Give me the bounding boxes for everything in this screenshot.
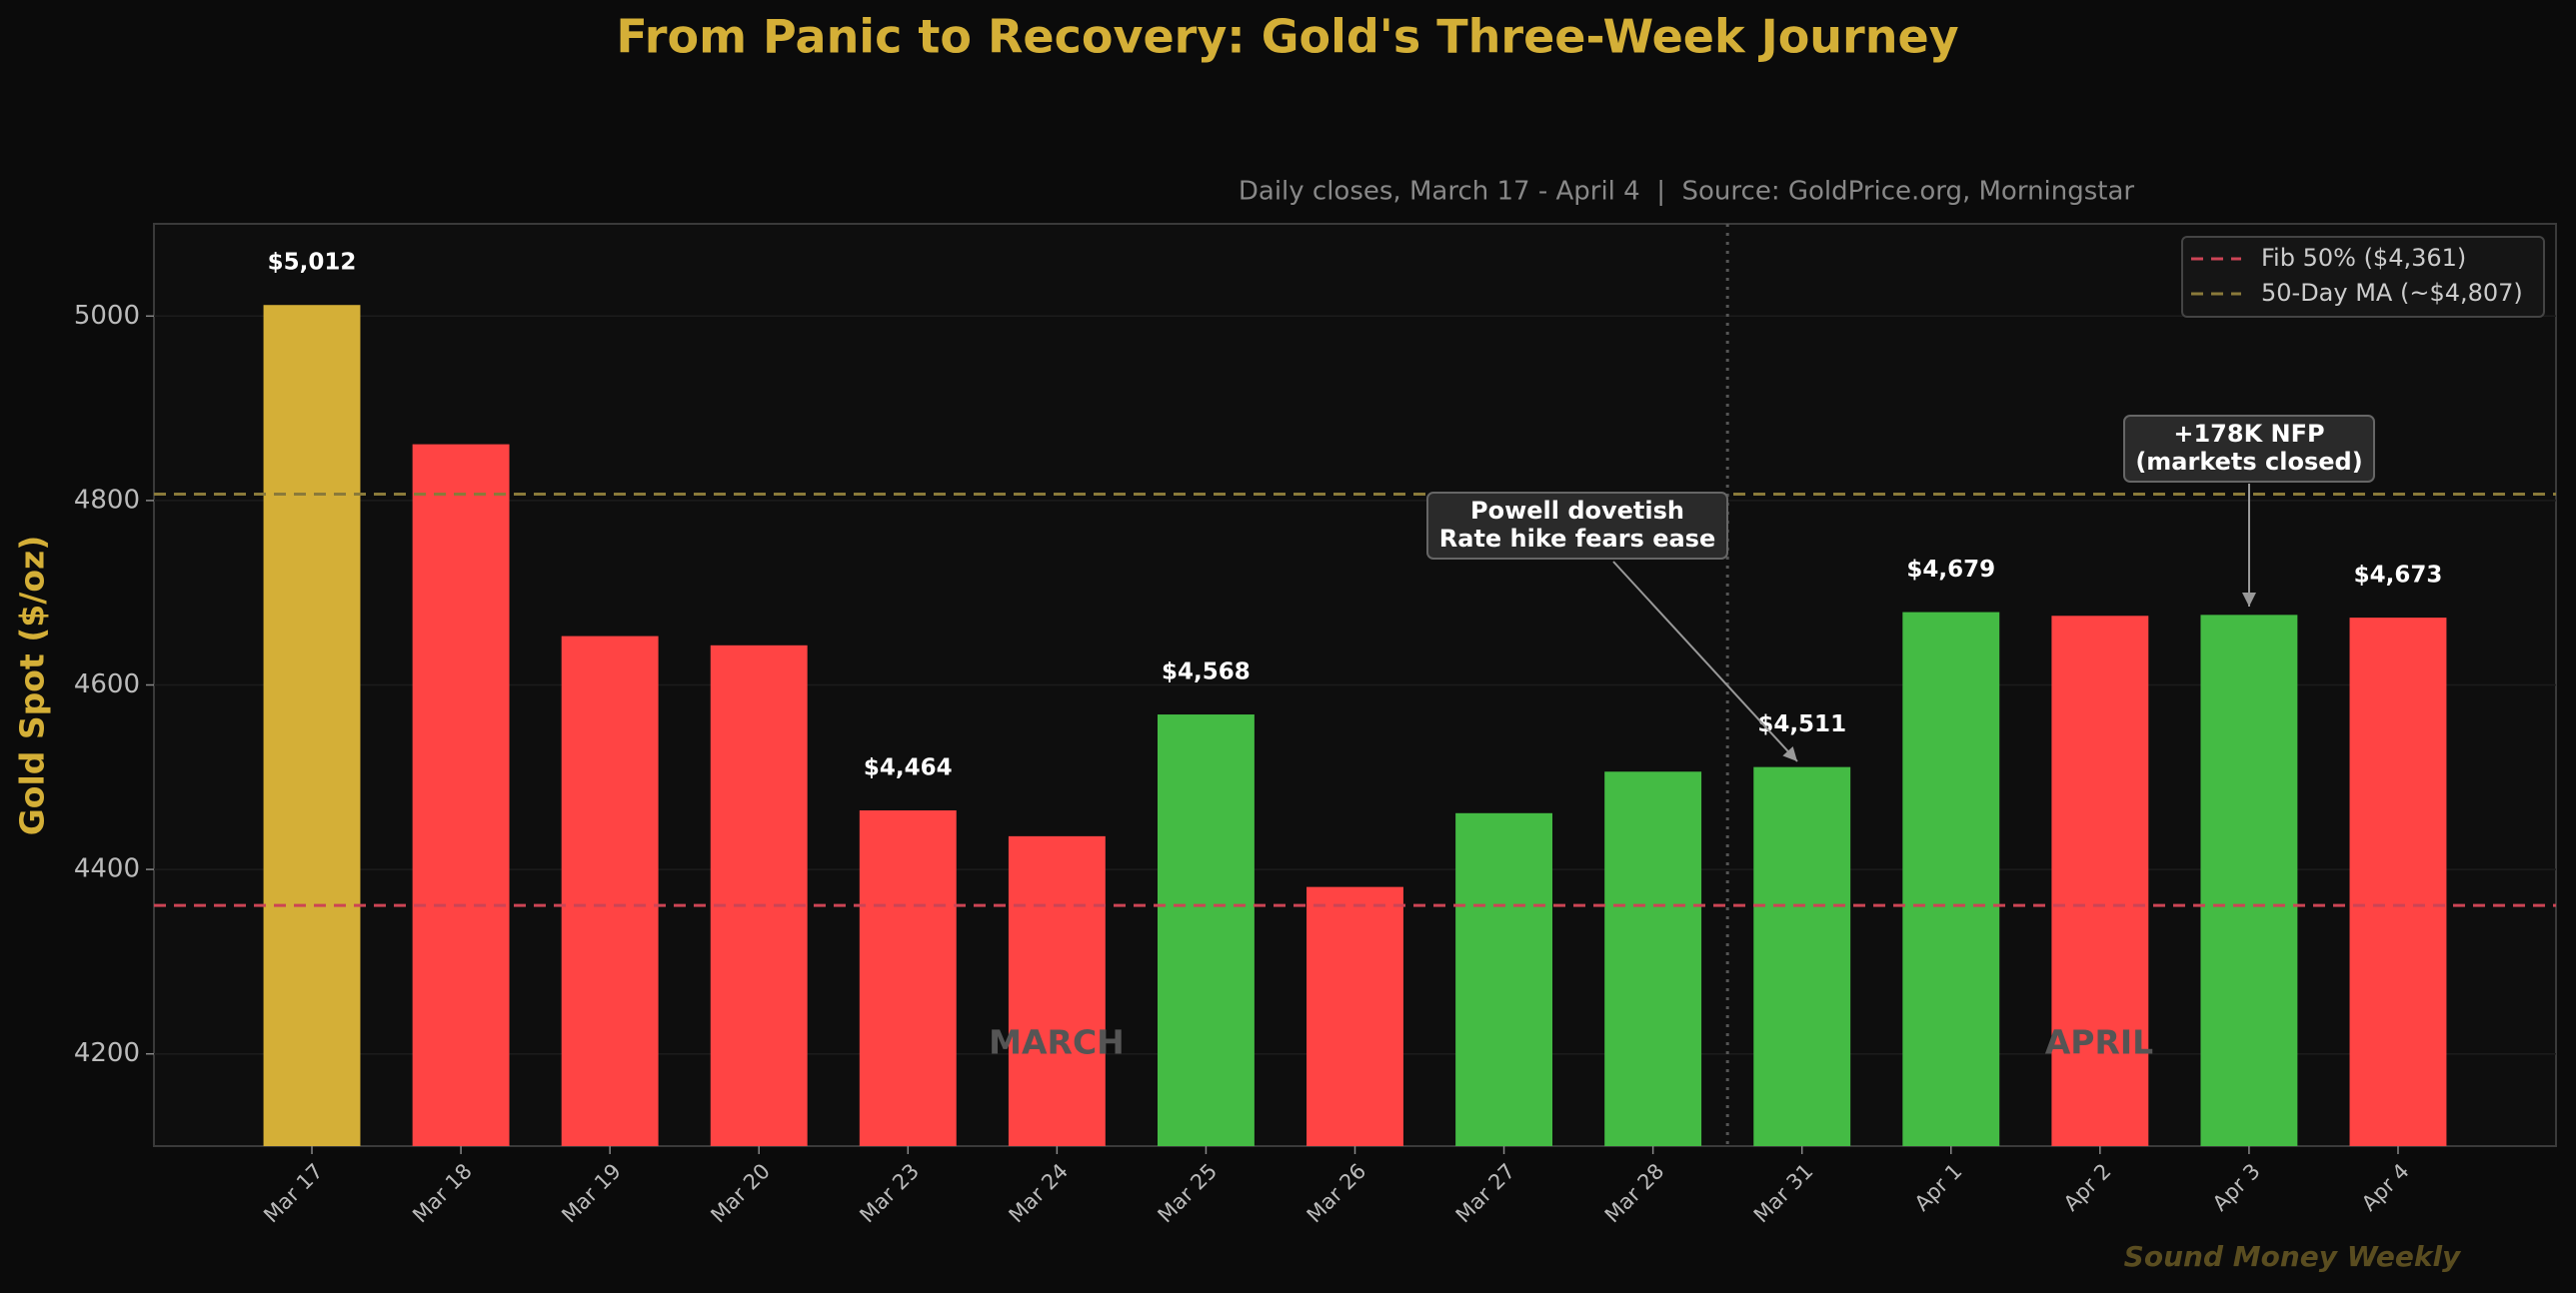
annotation-arrowhead bbox=[1782, 745, 1797, 761]
bar bbox=[859, 810, 957, 1146]
legend-label: 50-Day MA (~$4,807) bbox=[2261, 279, 2523, 307]
annotation-text: (markets closed) bbox=[2135, 448, 2362, 476]
annotation-arrow bbox=[1612, 561, 1798, 762]
annotation-arrowhead bbox=[2242, 593, 2256, 607]
value-label: $4,464 bbox=[864, 755, 953, 781]
bar bbox=[1902, 612, 2000, 1146]
y-tick-label: 4800 bbox=[74, 485, 140, 515]
period-label: APRIL bbox=[2045, 1023, 2153, 1062]
annotation-box bbox=[1426, 492, 1728, 560]
y-tick-label: 5000 bbox=[74, 301, 140, 331]
y-axis-label: Gold Spot ($/oz) bbox=[13, 536, 52, 836]
bar bbox=[1753, 766, 1851, 1146]
value-label: $4,679 bbox=[1906, 557, 1995, 583]
chart-title: From Panic to Recovery: Gold's Three-Wee… bbox=[616, 10, 1958, 64]
bar bbox=[412, 444, 510, 1146]
y-tick-label: 4200 bbox=[74, 1038, 140, 1068]
chart-subtitle: Daily closes, March 17 - April 4 | Sourc… bbox=[1239, 177, 2135, 207]
footer: Sound Money Weekly bbox=[2124, 1240, 2462, 1273]
bar bbox=[2051, 616, 2149, 1146]
y-tick-label: 4400 bbox=[74, 854, 140, 884]
legend-box bbox=[2181, 236, 2545, 318]
bar bbox=[1455, 812, 1553, 1146]
value-label: $4,673 bbox=[2354, 563, 2443, 589]
annotation-text: Rate hike fears ease bbox=[1439, 525, 1715, 553]
bar bbox=[1306, 886, 1403, 1146]
period-label: MARCH bbox=[989, 1023, 1125, 1062]
bar bbox=[2349, 618, 2447, 1146]
value-label: $5,012 bbox=[268, 250, 357, 276]
bar bbox=[710, 645, 808, 1146]
legend-label: Fib 50% ($4,361) bbox=[2261, 244, 2466, 272]
bar bbox=[1604, 771, 1702, 1146]
annotation-text: Powell dovetish bbox=[1470, 497, 1684, 525]
bar bbox=[1008, 835, 1106, 1146]
bar bbox=[561, 636, 659, 1146]
annotation-box bbox=[2123, 415, 2375, 483]
annotation-text: +178K NFP bbox=[2173, 420, 2324, 448]
bar bbox=[1157, 714, 1255, 1146]
value-label: $4,568 bbox=[1162, 659, 1251, 685]
y-tick-label: 4600 bbox=[74, 669, 140, 699]
bar bbox=[263, 305, 361, 1146]
bar bbox=[2200, 615, 2298, 1146]
